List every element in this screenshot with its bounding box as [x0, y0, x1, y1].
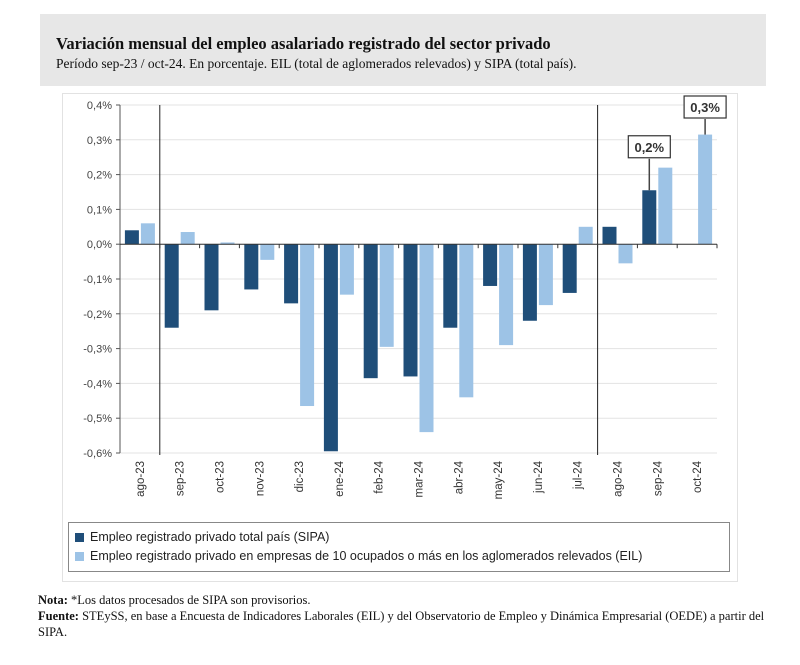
bar-eil: [379, 244, 394, 347]
note-label: Nota:: [38, 593, 68, 607]
legend-label: Empleo registrado privado total país (SI…: [90, 530, 330, 544]
x-tick-label: may-24: [493, 460, 505, 499]
annotation-label: 0,3%: [690, 100, 720, 115]
legend-item-sipa: Empleo registrado privado total país (SI…: [75, 530, 329, 544]
y-tick-label: -0,4%: [83, 378, 112, 390]
bar-eil: [260, 244, 275, 260]
x-tick-label: sep-23: [175, 461, 187, 496]
x-tick-label: jun-24: [533, 460, 545, 494]
bar-eil: [459, 244, 474, 398]
x-tick-label: sep-24: [652, 460, 664, 496]
annotation-box: [683, 95, 727, 119]
chart-header: Variación mensual del empleo asalariado …: [40, 14, 766, 86]
bar-sipa: [284, 244, 299, 304]
bar-sipa: [124, 230, 139, 245]
bar-sipa: [602, 226, 617, 245]
source-text: STEySS, en base a Encuesta de Indicadore…: [38, 609, 765, 639]
annotation-label: 0,2%: [634, 140, 664, 155]
bar-eil: [499, 244, 514, 346]
bar-eil: [698, 134, 713, 245]
bar-sipa: [522, 244, 537, 321]
y-tick-label: -0,3%: [83, 344, 112, 356]
y-tick-label: 0,4%: [87, 100, 112, 112]
y-tick-label: -0,2%: [83, 309, 112, 321]
bar-sipa: [164, 244, 179, 328]
bar-eil: [180, 232, 195, 245]
y-tick-label: 0,2%: [87, 170, 112, 182]
bar-eil: [300, 244, 315, 407]
bar-sipa: [363, 244, 378, 379]
x-tick-label: dic-23: [294, 461, 306, 492]
x-tick-label: feb-24: [374, 460, 386, 493]
y-tick-label: -0,6%: [83, 448, 112, 460]
bar-eil: [658, 167, 673, 245]
legend-swatch: [75, 532, 84, 542]
x-tick-label: abr-24: [453, 460, 465, 494]
y-tick-label: 0,3%: [87, 135, 112, 147]
bar-eil: [339, 244, 354, 295]
chart-title: Variación mensual del empleo asalariado …: [56, 34, 551, 53]
bar-sipa: [403, 244, 418, 377]
x-tick-label: oct-23: [215, 461, 227, 493]
y-tick-label: 0,1%: [87, 204, 112, 216]
x-tick-label: ago-24: [613, 460, 625, 496]
legend: Empleo registrado privado total país (SI…: [68, 522, 730, 572]
bar-sipa: [204, 244, 219, 311]
legend-item-eil: Empleo registrado privado en empresas de…: [75, 549, 642, 563]
bar-sipa: [562, 244, 577, 293]
bar-sipa: [323, 244, 338, 452]
chart-subtitle: Período sep-23 / oct-24. En porcentaje. …: [56, 56, 577, 71]
bar-sipa: [483, 244, 498, 286]
x-tick-label: oct-24: [692, 460, 704, 493]
y-tick-label: -0,5%: [83, 413, 112, 425]
footnotes: Nota: *Los datos procesados de SIPA son …: [38, 592, 778, 640]
bar-eil: [578, 226, 593, 245]
legend-swatch: [75, 551, 84, 561]
bar-eil: [220, 242, 235, 245]
bar-eil: [419, 244, 434, 433]
y-tick-label: -0,1%: [83, 274, 112, 286]
x-tick-label: nov-23: [254, 461, 266, 496]
note-text: *Los datos procesados de SIPA son provis…: [67, 593, 311, 607]
x-tick-label: jul-24: [573, 460, 585, 490]
x-tick-label: ago-23: [135, 461, 147, 497]
bar-eil: [618, 244, 633, 264]
y-tick-label: 0,0%: [87, 239, 112, 251]
x-tick-label: ene-24: [334, 460, 346, 496]
bar-sipa: [443, 244, 458, 328]
legend-label: Empleo registrado privado en empresas de…: [90, 549, 643, 563]
bar-sipa: [244, 244, 259, 290]
x-tick-label: mar-24: [414, 460, 426, 497]
source-label: Fuente:: [38, 609, 79, 623]
bar-eil: [140, 223, 155, 245]
bar-eil: [538, 244, 553, 306]
bar-sipa: [642, 190, 657, 245]
annotation-box: [627, 135, 671, 159]
